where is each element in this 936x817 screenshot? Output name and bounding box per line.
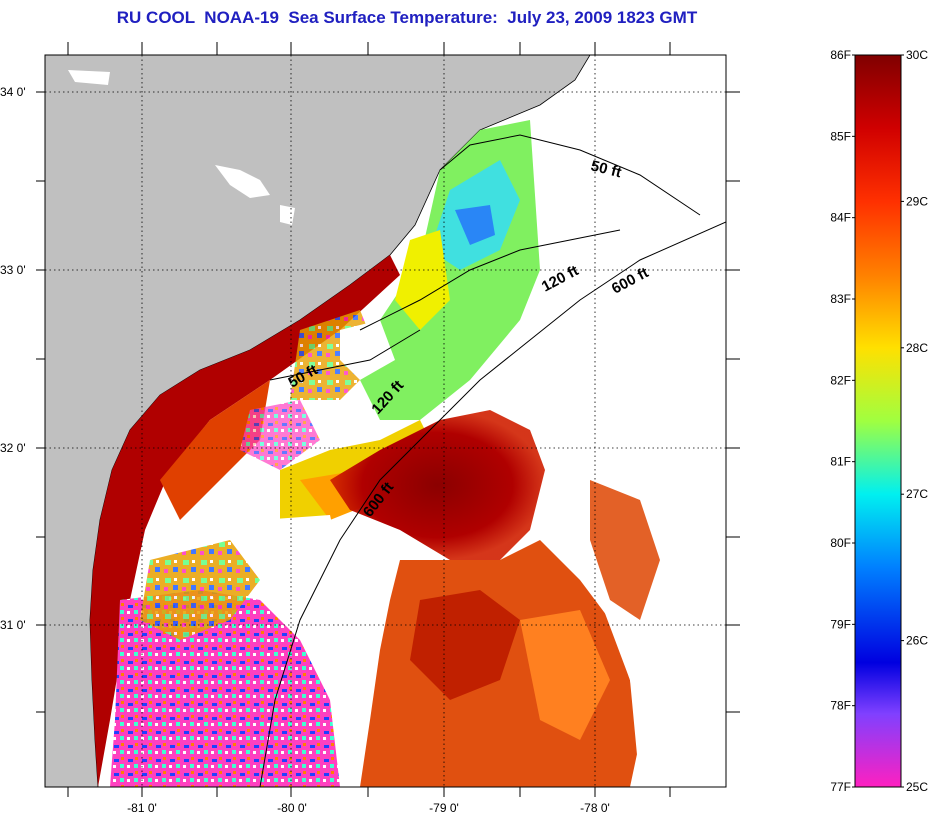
lon-label-81: -81 0'	[127, 801, 157, 815]
colorbar-gradient	[854, 54, 902, 788]
colorbar-celsius-labels: 30C 29C 28C 27C 26C 25C	[901, 48, 928, 794]
lat-label-33: 33 0'	[0, 263, 26, 277]
gulf-stream-core	[330, 410, 545, 560]
colorbar-f-label: 79F	[830, 617, 851, 631]
lat-label-32: 32 0'	[0, 441, 26, 455]
colorbar-f-label: 86F	[830, 48, 851, 62]
colorbar-fahrenheit-labels: 86F 85F 84F 83F 82F 81F 80F 79F 78F 77F	[830, 48, 855, 794]
coastal-warm-band	[90, 255, 400, 787]
lat-label-34: 34 0'	[0, 85, 26, 99]
colorbar-f-label: 85F	[830, 129, 851, 143]
colorbar-f-label: 82F	[830, 373, 851, 387]
colorbar-f-label: 84F	[830, 211, 851, 225]
colorbar-f-label: 78F	[830, 699, 851, 713]
colorbar-c-label: 30C	[906, 48, 928, 62]
colorbar-f-label: 83F	[830, 292, 851, 306]
temperature-colorbar: 86F 85F 84F 83F 82F 81F 80F 79F 78F 77F 30C 29C 28C…	[830, 48, 928, 794]
tick-marks	[36, 42, 740, 797]
lon-label-79: -79 0'	[429, 801, 459, 815]
colorbar-c-label: 28C	[906, 341, 928, 355]
colorbar-c-label: 26C	[906, 634, 928, 648]
graticule	[45, 55, 726, 787]
colorbar-c-label: 29C	[906, 194, 928, 208]
lon-label-80: -80 0'	[277, 801, 307, 815]
colorbar-c-label: 25C	[906, 780, 928, 794]
colorbar-f-label: 80F	[830, 536, 851, 550]
map-plot-area: 50 ft 120 ft 600 ft 50 ft 120 ft 600 ft	[45, 55, 726, 787]
map-frame	[44, 54, 727, 788]
mixed-pixels-south	[110, 590, 340, 787]
map-title: RU COOL NOAA-19 Sea Surface Temperature:…	[116, 8, 698, 27]
colorbar-c-label: 27C	[906, 487, 928, 501]
lon-label-78: -78 0'	[580, 801, 610, 815]
contour-label-50ft-north: 50 ft	[589, 157, 623, 181]
lat-label-31: 31 0'	[0, 618, 26, 632]
colorbar-f-label: 77F	[830, 780, 851, 794]
colorbar-f-label: 81F	[830, 455, 851, 469]
